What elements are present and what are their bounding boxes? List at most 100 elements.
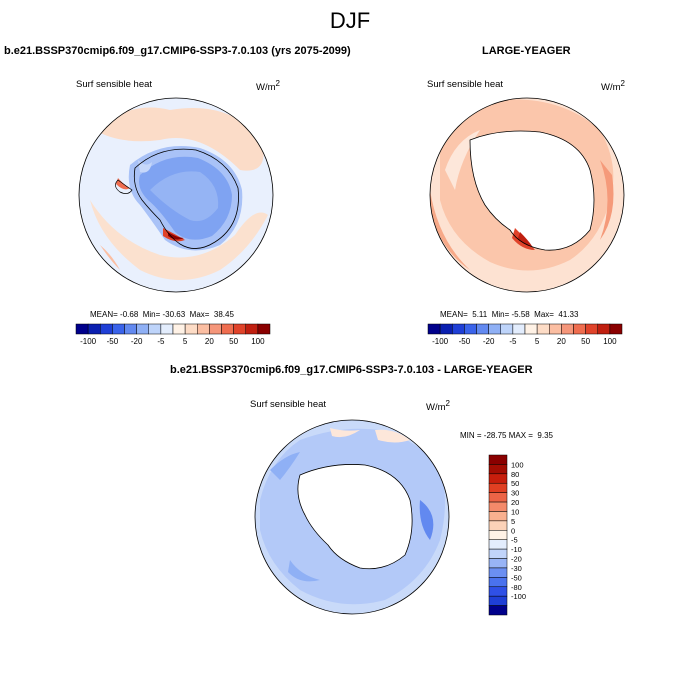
colorbar-swatch xyxy=(488,530,508,540)
panel2-units: W/m2 xyxy=(601,79,625,94)
colorbar-swatch xyxy=(172,323,186,335)
colorbar-swatch xyxy=(233,323,246,335)
map-panel2 xyxy=(430,98,624,292)
colorbar-swatch xyxy=(488,586,508,597)
map2-border xyxy=(429,97,625,293)
colorbar-tick-label: 80 xyxy=(511,470,519,479)
map2-land xyxy=(470,131,594,251)
colorbar-swatch xyxy=(585,323,598,335)
colorbar-swatch xyxy=(464,323,477,335)
colorbar-swatch xyxy=(488,501,508,512)
panel1-heading: b.e21.BSSP370cmip6.f09_g17.CMIP6-SSP3-7.… xyxy=(4,45,351,57)
colorbar-swatch xyxy=(488,605,508,616)
colorbar-tick-label: -50 xyxy=(459,337,471,346)
colorbar-swatch xyxy=(488,482,508,493)
panel1-variable: Surf sensible heat xyxy=(76,79,153,90)
colorbar-tick-label: -100 xyxy=(511,592,526,601)
colorbar-tick-label: 50 xyxy=(581,337,590,346)
colorbar-swatch xyxy=(488,548,508,559)
colorbar-swatch xyxy=(488,473,508,484)
colorbar-tick-label: 100 xyxy=(603,337,617,346)
panel3-variable: Surf sensible heat xyxy=(250,399,327,410)
colorbar-tick-label: 30 xyxy=(511,489,519,498)
panel2-variable: Surf sensible heat xyxy=(427,79,504,90)
colorbar-swatch xyxy=(148,323,162,335)
colorbar-tick-label: -5 xyxy=(509,337,517,346)
colorbar-swatch xyxy=(488,577,508,588)
colorbar-swatch xyxy=(100,323,113,335)
map1-warm-band xyxy=(95,107,264,171)
colorbar-tick-label: -20 xyxy=(483,337,495,346)
colorbar-tick-label: 100 xyxy=(511,460,524,469)
colorbar-swatch xyxy=(488,511,508,522)
colorbar-swatch xyxy=(488,567,508,578)
map2-coastline xyxy=(469,130,595,251)
colorbar-swatch xyxy=(209,323,222,335)
colorbar-tick-label: -30 xyxy=(511,564,522,573)
map1-coastline xyxy=(133,148,239,249)
colorbar-tick-label: 5 xyxy=(511,517,515,526)
colorbar-tick-label: -20 xyxy=(511,555,522,564)
colorbar-swatch xyxy=(609,323,623,335)
panel1-stats: MEAN= -0.68 Min= -30.63 Max= 38.45 xyxy=(90,310,234,319)
colorbar-swatch xyxy=(512,323,526,335)
colorbar-swatch xyxy=(488,539,508,550)
panel3-stats: MIN = -28.75 MAX = 9.35 xyxy=(460,431,553,440)
colorbar-swatch xyxy=(561,323,574,335)
colorbar-tick-label: -100 xyxy=(80,337,97,346)
colorbar-tick-label: -5 xyxy=(511,536,518,545)
colorbar-tick-label: 10 xyxy=(511,507,519,516)
colorbar-swatch xyxy=(488,464,508,475)
colorbar-swatch xyxy=(221,323,234,335)
colorbar-tick-label: -100 xyxy=(432,337,449,346)
colorbar-tick-label: 50 xyxy=(229,337,238,346)
colorbar-swatch xyxy=(573,323,586,335)
panel2-heading: LARGE-YEAGER xyxy=(482,45,571,57)
colorbar-swatch xyxy=(124,323,137,335)
colorbar-swatch xyxy=(452,323,465,335)
colorbar-swatch xyxy=(488,323,501,335)
colorbar-swatch xyxy=(488,520,508,531)
colorbar-swatch xyxy=(197,323,210,335)
colorbar-swatch xyxy=(184,323,198,335)
colorbar-panel2: -100 -50 -20 -5 5 20 50 100 xyxy=(427,323,623,346)
map3-coastline xyxy=(297,464,413,570)
colorbar-swatch xyxy=(488,454,508,465)
colorbar-swatch xyxy=(112,323,125,335)
map-panel1 xyxy=(79,98,273,292)
colorbar-swatch xyxy=(136,323,149,335)
colorbar-swatch xyxy=(488,595,508,606)
colorbar-tick-label: 20 xyxy=(205,337,214,346)
page-title: DJF xyxy=(329,8,371,33)
colorbar-swatch xyxy=(476,323,489,335)
colorbar-swatch xyxy=(536,323,550,335)
map3-land xyxy=(297,464,413,569)
colorbar-swatch xyxy=(75,323,89,335)
colorbar-swatch xyxy=(549,323,562,335)
colorbar-tick-label: 5 xyxy=(183,337,188,346)
colorbar-swatch xyxy=(488,558,508,569)
colorbar-tick-label: 20 xyxy=(557,337,566,346)
colorbar-tick-label: 100 xyxy=(251,337,265,346)
colorbar-swatch xyxy=(488,492,508,503)
colorbar-tick-label: 5 xyxy=(535,337,540,346)
colorbar-swatch xyxy=(87,323,101,335)
colorbar-swatch xyxy=(524,323,538,335)
panel2-stats: MEAN= 5.11 Min= -5.58 Max= 41.33 xyxy=(440,310,579,319)
colorbar-tick-label: 50 xyxy=(511,479,519,488)
colorbar-tick-label: -20 xyxy=(131,337,143,346)
colorbar-panel1: -100 -50 -20 -5 5 20 50 100 xyxy=(75,323,271,346)
colorbar-tick-label: -10 xyxy=(511,545,522,554)
colorbar-swatch xyxy=(427,323,441,335)
map3-border xyxy=(254,419,450,615)
colorbar-tick-label: -50 xyxy=(107,337,119,346)
colorbar-tick-label: -50 xyxy=(511,573,522,582)
colorbar-swatch xyxy=(500,323,514,335)
colorbar-tick-label: 0 xyxy=(511,526,515,535)
colorbar-tick-label: 20 xyxy=(511,498,519,507)
colorbar-swatch xyxy=(245,323,259,335)
panel3-heading: b.e21.BSSP370cmip6.f09_g17.CMIP6-SSP3-7.… xyxy=(170,364,533,376)
colorbar-tick-label: -80 xyxy=(511,583,522,592)
